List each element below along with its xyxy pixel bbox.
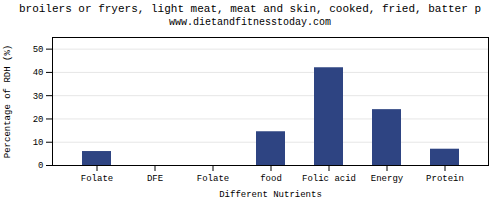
svg-text:0: 0: [38, 161, 43, 171]
svg-text:food: food: [260, 174, 282, 184]
svg-text:Energy: Energy: [371, 174, 404, 184]
svg-text:DFE: DFE: [147, 174, 163, 184]
svg-text:Folate: Folate: [197, 174, 229, 184]
svg-text:20: 20: [33, 115, 44, 125]
svg-text:Folic acid: Folic acid: [302, 174, 356, 184]
svg-text:50: 50: [33, 45, 44, 55]
svg-text:Protein: Protein: [426, 174, 464, 184]
svg-text:Different Nutrients: Different Nutrients: [219, 190, 322, 200]
html-text:www.dietandfitnesstoday.com: www.dietandfitnesstoday.com: [169, 17, 331, 28]
svg-text:Percentage of RDH (%): Percentage of RDH (%): [3, 45, 13, 158]
html-text:broilers or fryers, light meat: broilers or fryers, light meat, meat and…: [19, 3, 481, 15]
svg-text:40: 40: [33, 68, 44, 78]
svg-text:10: 10: [33, 138, 44, 148]
svg-text:30: 30: [33, 92, 44, 102]
svg-text:Folate: Folate: [81, 174, 113, 184]
